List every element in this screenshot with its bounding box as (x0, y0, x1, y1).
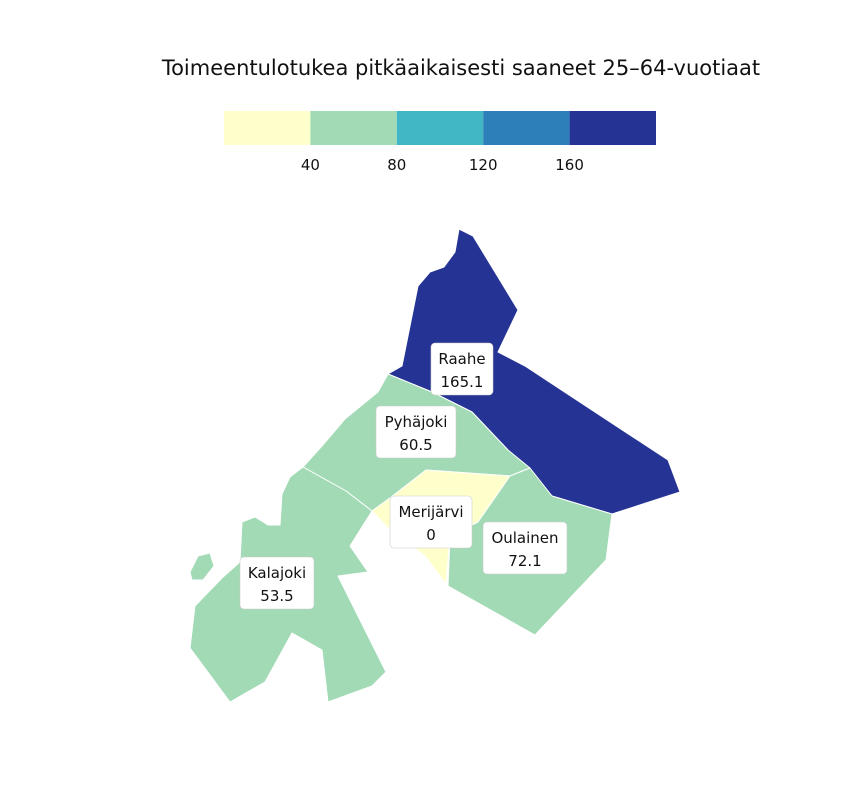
legend-swatch (483, 111, 570, 145)
legend: 40 80 120 160 (224, 111, 656, 174)
label-merijarvi: Merijärvi 0 (389, 495, 473, 549)
legend-tick-label: 120 (469, 156, 498, 174)
legend-tick-label: 160 (555, 156, 584, 174)
label-kalajoki-name: Kalajoki (248, 564, 306, 582)
label-pyhajoki: Pyhäjoki 60.5 (375, 405, 457, 459)
label-oulainen-name: Oulainen (491, 529, 558, 547)
label-oulainen: Oulainen 72.1 (482, 521, 568, 575)
legend-swatch (569, 111, 656, 145)
label-merijarvi-value: 0 (426, 526, 436, 544)
label-kalajoki-value: 53.5 (260, 587, 293, 605)
legend-swatch (224, 111, 311, 145)
legend-swatch (396, 111, 484, 145)
legend-swatches (224, 111, 656, 145)
legend-ticks: 40 80 120 160 (301, 156, 584, 174)
label-pyhajoki-name: Pyhäjoki (385, 413, 448, 431)
legend-tick-label: 40 (301, 156, 320, 174)
label-merijarvi-name: Merijärvi (398, 503, 463, 521)
map-title: Toimeentulotukea pitkäaikaisesti saaneet… (161, 56, 761, 80)
label-raahe-value: 165.1 (441, 373, 484, 391)
label-kalajoki: Kalajoki 53.5 (239, 556, 315, 610)
label-pyhajoki-value: 60.5 (399, 436, 432, 454)
legend-tick-label: 80 (387, 156, 406, 174)
label-raahe: Raahe 165.1 (430, 342, 494, 396)
label-oulainen-value: 72.1 (508, 552, 541, 570)
label-raahe-name: Raahe (438, 350, 485, 368)
region-kalajoki-island (189, 552, 215, 581)
legend-swatch (310, 111, 397, 145)
